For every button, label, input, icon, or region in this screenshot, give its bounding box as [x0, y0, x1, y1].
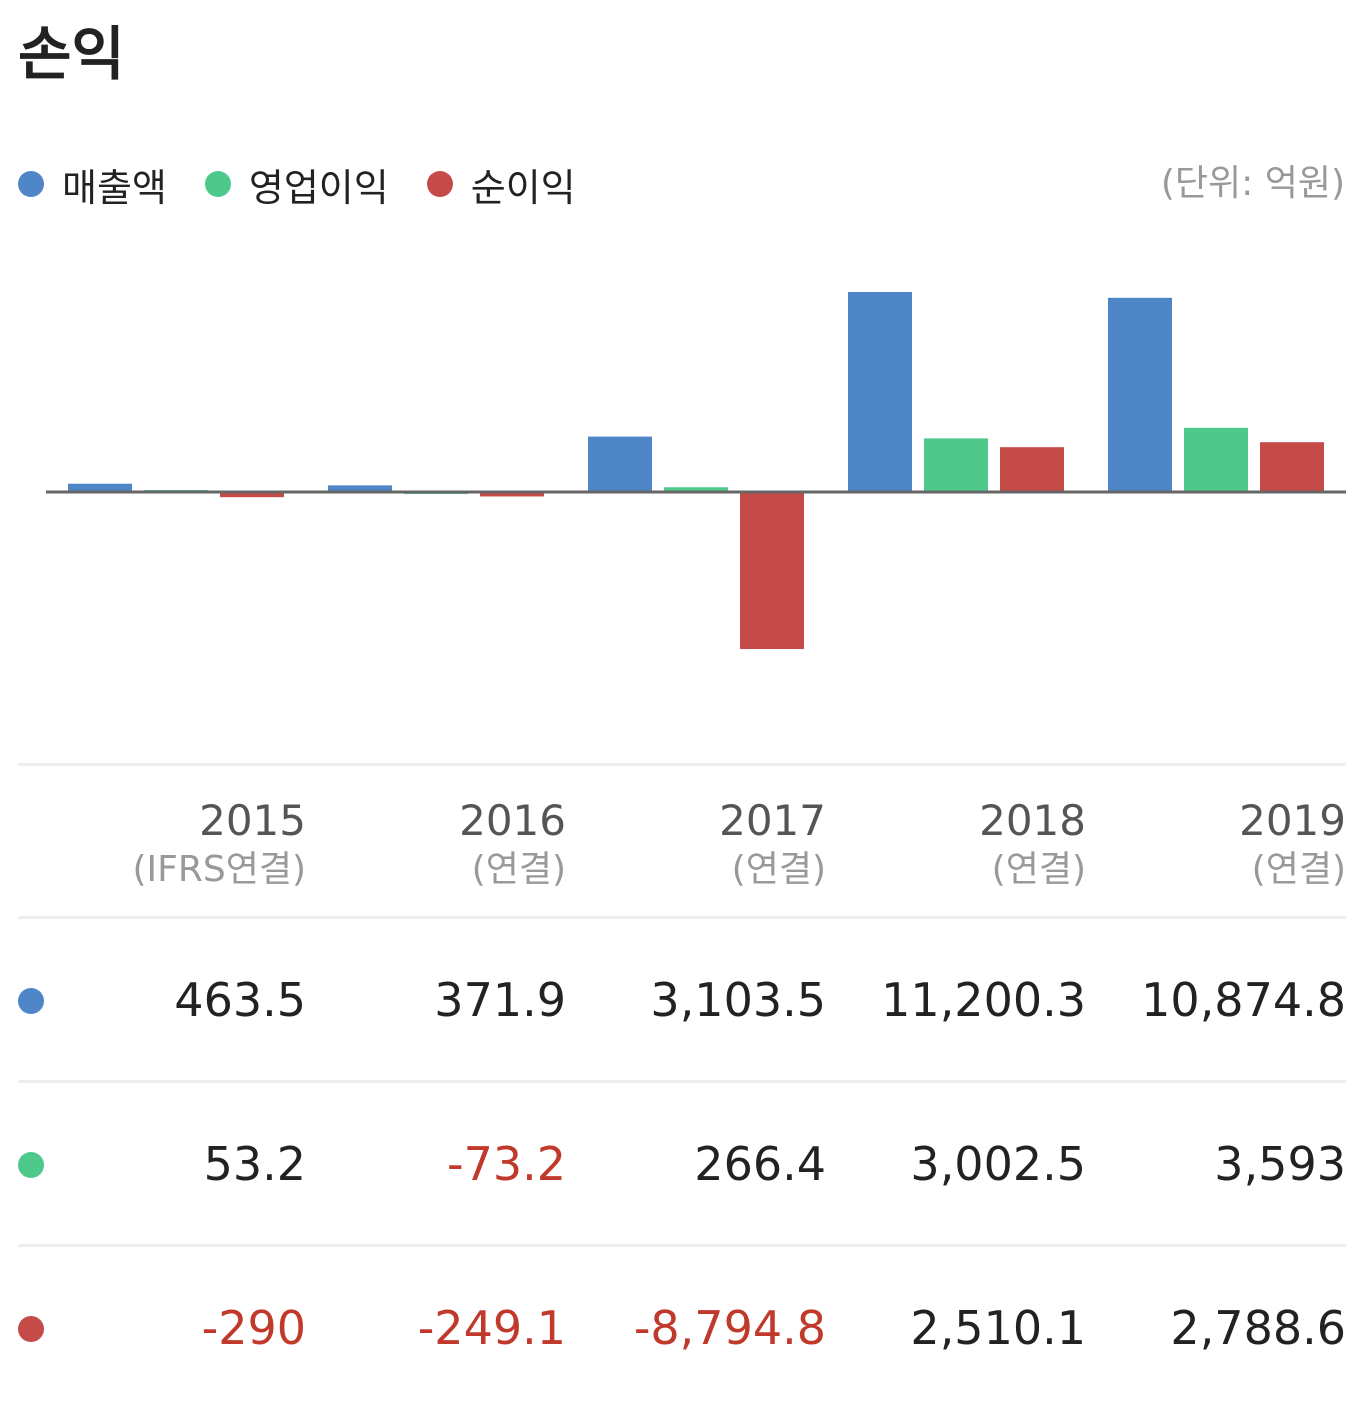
- table-row-net-income: -290 -249.1 -8,794.8 2,510.1 2,788.6: [0, 1248, 1367, 1408]
- table-cell: 11,200.3: [881, 973, 1086, 1027]
- year-column-2015: 2015 (IFRS연결): [66, 794, 306, 892]
- bar-2015-0: [68, 483, 132, 492]
- year-column-2018: 2018 (연결): [846, 794, 1086, 892]
- table-cell: 10,874.8: [1141, 973, 1346, 1027]
- year-label: 2019: [1239, 796, 1346, 845]
- year-column-2016: 2016 (연결): [326, 794, 566, 892]
- legend-dot-revenue: [18, 171, 44, 197]
- table-row-revenue: 463.5 371.9 3,103.5 11,200.3 10,874.8: [0, 920, 1367, 1080]
- bar-2016-2: [480, 492, 544, 497]
- row-dot-operating-profit: [18, 1152, 44, 1178]
- year-label: 2017: [719, 796, 826, 845]
- year-sublabel: (연결): [991, 849, 1086, 890]
- legend-item-revenue[interactable]: 매출액: [18, 157, 167, 212]
- legend-item-operating-profit[interactable]: 영업이익: [204, 157, 389, 212]
- bar-2019-0: [1108, 297, 1172, 492]
- row-dot-net-income: [18, 1316, 44, 1342]
- legend-dot-net-income: [426, 171, 453, 197]
- year-sublabel: (연결): [731, 849, 826, 890]
- bar-2017-2: [740, 492, 804, 650]
- table-cell: 53.2: [203, 1137, 306, 1191]
- table-cell: 2,788.6: [1170, 1301, 1346, 1355]
- legend-dot-operating-profit: [204, 171, 231, 197]
- legend-label-net-income: 순이익: [470, 165, 576, 210]
- table-cell: -8,794.8: [633, 1301, 826, 1355]
- year-label: 2016: [459, 796, 566, 845]
- year-label: 2015: [199, 796, 306, 845]
- bar-chart: [46, 292, 1346, 650]
- unit-label: (단위: 억원): [1160, 163, 1345, 204]
- year-column-2017: 2017 (연결): [586, 794, 826, 892]
- table-cell: 3,103.5: [650, 973, 826, 1027]
- table-cell: 3,593: [1214, 1137, 1346, 1191]
- year-sublabel: (IFRS연결): [132, 849, 306, 890]
- table-cell: 2,510.1: [910, 1301, 1086, 1355]
- legend-label-operating-profit: 영업이익: [248, 165, 389, 210]
- divider: [18, 1244, 1346, 1247]
- bar-2018-1: [924, 438, 988, 492]
- divider: [18, 763, 1346, 766]
- bar-2018-0: [848, 292, 912, 492]
- table-cell: -290: [201, 1301, 306, 1355]
- row-dot-revenue: [18, 988, 44, 1014]
- year-sublabel: (연결): [1251, 849, 1346, 890]
- table-cell: 3,002.5: [910, 1137, 1086, 1191]
- table-cell: -249.1: [417, 1301, 566, 1355]
- legend-label-revenue: 매출액: [62, 165, 167, 210]
- year-sublabel: (연결): [471, 849, 566, 890]
- chart-legend: 매출액 영업이익 순이익: [18, 158, 614, 210]
- divider: [18, 1080, 1346, 1083]
- year-label: 2018: [979, 796, 1086, 845]
- bar-2017-1: [664, 487, 728, 492]
- bar-2017-0: [588, 436, 652, 492]
- divider: [18, 916, 1346, 919]
- year-column-2019: 2019 (연결): [1106, 794, 1346, 892]
- table-row-operating-profit: 53.2 -73.2 266.4 3,002.5 3,593: [0, 1084, 1367, 1244]
- bar-2018-2: [1000, 447, 1064, 492]
- bar-2015-2: [220, 492, 284, 498]
- table-cell: 463.5: [174, 973, 306, 1027]
- bar-2016-0: [328, 485, 392, 492]
- page-title: 손익: [18, 20, 125, 88]
- bar-2019-1: [1184, 427, 1248, 492]
- table-cell: 371.9: [434, 973, 566, 1027]
- legend-item-net-income[interactable]: 순이익: [426, 157, 576, 212]
- table-cell: 266.4: [694, 1137, 826, 1191]
- table-cell: -73.2: [446, 1137, 566, 1191]
- bar-2019-2: [1260, 442, 1324, 492]
